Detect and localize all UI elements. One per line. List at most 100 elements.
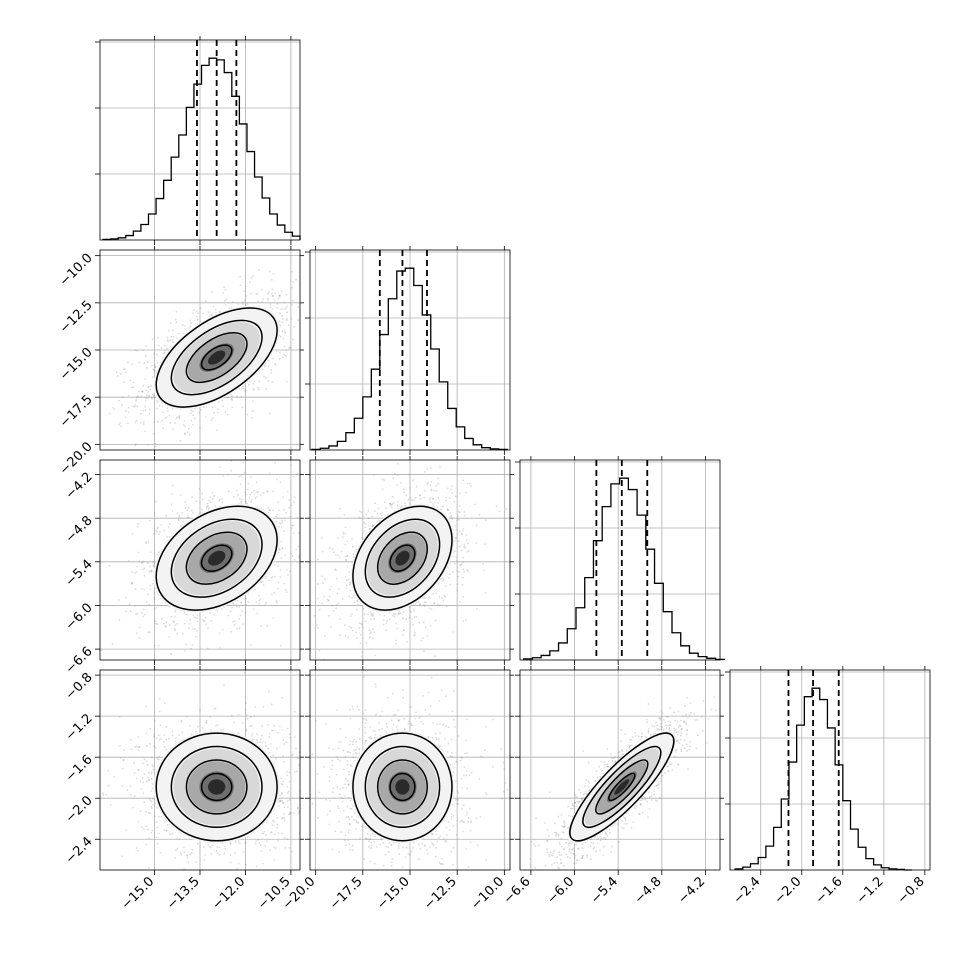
scatter-point <box>261 580 264 583</box>
scatter-point <box>152 368 155 371</box>
scatter-point <box>135 571 138 573</box>
scatter-point <box>279 335 282 338</box>
scatter-point <box>272 273 275 275</box>
scatter-point <box>321 575 324 578</box>
scatter-point <box>136 849 139 852</box>
scatter-point <box>132 381 135 384</box>
scatter-point <box>442 505 444 508</box>
scatter-point <box>216 610 219 612</box>
scatter-point <box>306 312 308 314</box>
scatter-point <box>230 307 233 309</box>
scatter-point <box>422 604 425 606</box>
scatter-point <box>102 793 105 796</box>
scatter-point <box>258 594 260 597</box>
scatter-point <box>367 509 370 512</box>
scatter-point <box>162 427 165 430</box>
scatter-point <box>359 510 361 513</box>
scatter-point <box>283 817 286 819</box>
scatter-point <box>186 509 189 512</box>
scatter-point <box>205 506 208 509</box>
scatter-point <box>262 584 265 586</box>
scatter-point <box>127 422 129 425</box>
scatter-point <box>158 755 160 758</box>
scatter-point <box>188 622 191 625</box>
scatter-point <box>335 604 338 606</box>
scatter-point <box>145 705 147 708</box>
scatter-point <box>173 628 176 631</box>
scatter-point <box>230 395 233 398</box>
scatter-point <box>293 326 295 328</box>
scatter-point <box>193 628 196 630</box>
scatter-point <box>154 366 157 369</box>
scatter-point <box>397 613 399 615</box>
scatter-point <box>413 610 416 612</box>
scatter-point <box>138 626 141 629</box>
panel-content <box>100 460 300 660</box>
scatter-point <box>284 588 287 591</box>
scatter-point <box>280 792 283 795</box>
scatter-point <box>145 760 148 762</box>
scatter-point <box>146 763 149 766</box>
scatter-point <box>145 541 148 544</box>
scatter-point <box>371 515 374 518</box>
scatter-point <box>142 423 145 425</box>
scatter-point <box>465 618 467 621</box>
scatter-point <box>458 510 460 513</box>
scatter-point <box>430 488 433 491</box>
scatter-point <box>281 547 284 549</box>
scatter-point <box>168 523 171 526</box>
scatter-point <box>195 310 198 312</box>
scatter-point <box>305 350 307 352</box>
scatter-point <box>184 650 186 652</box>
scatter-point <box>155 623 158 625</box>
scatter-point <box>419 494 421 497</box>
scatter-point <box>268 291 270 293</box>
scatter-point <box>276 306 279 309</box>
scatter-point <box>346 554 349 557</box>
scatter-point <box>131 582 134 584</box>
scatter-point <box>317 626 319 629</box>
scatter-point <box>402 488 405 491</box>
scatter-point <box>265 377 267 379</box>
scatter-point <box>218 498 221 501</box>
scatter-point <box>177 519 180 521</box>
scatter-point <box>355 608 358 611</box>
scatter-point <box>94 786 96 788</box>
scatter-point <box>119 422 122 424</box>
scatter-point <box>151 338 154 341</box>
scatter-point <box>281 792 283 794</box>
scatter-point <box>396 474 399 477</box>
scatter-point <box>361 626 364 628</box>
density-fill <box>208 350 226 365</box>
scatter-point <box>297 319 299 322</box>
scatter-point <box>255 293 258 295</box>
scatter-point <box>240 500 243 503</box>
scatter-point <box>258 599 261 602</box>
scatter-point <box>143 574 146 577</box>
scatter-point <box>147 443 149 446</box>
scatter-point <box>176 633 179 635</box>
scatter-point <box>148 866 150 869</box>
scatter-point <box>138 390 140 393</box>
scatter-point <box>260 581 263 584</box>
scatter-point <box>184 500 187 503</box>
scatter-point <box>196 630 198 632</box>
scatter-point <box>191 628 194 630</box>
scatter-point <box>147 390 150 393</box>
scatter-point <box>185 643 188 646</box>
scatter-point <box>173 621 176 623</box>
scatter-point <box>164 625 167 628</box>
scatter-point <box>125 829 128 832</box>
scatter-point <box>142 615 145 618</box>
scatter-point <box>172 341 175 343</box>
scatter-point <box>389 503 392 505</box>
scatter-point <box>429 467 432 469</box>
scatter-point <box>288 347 290 349</box>
scatter-point <box>209 315 211 318</box>
scatter-point <box>424 601 427 603</box>
scatter-point <box>206 502 209 505</box>
scatter-point <box>210 620 213 622</box>
scatter-point <box>140 395 143 398</box>
scatter-point <box>134 605 136 607</box>
scatter-point <box>389 502 391 505</box>
